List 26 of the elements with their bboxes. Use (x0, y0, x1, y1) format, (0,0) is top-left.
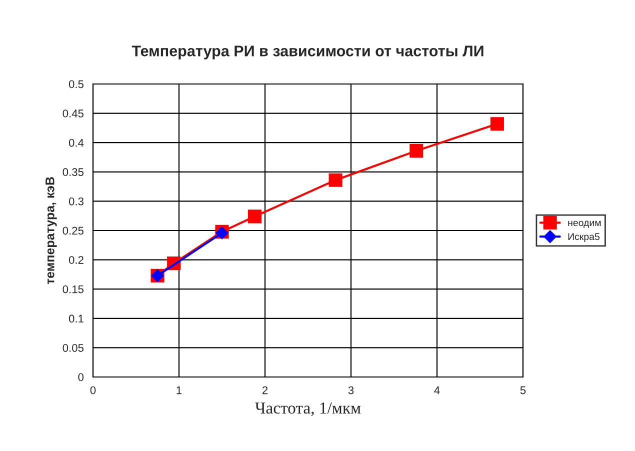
y-axis-title: температура, кэВ (46, 177, 57, 284)
y-tick-label: 0.1 (68, 314, 84, 323)
x-tick-label: 4 (434, 386, 440, 394)
legend-label: неодим (568, 220, 601, 228)
x-tick-label: 0 (90, 386, 96, 394)
y-tick-label: 0.25 (62, 226, 84, 235)
x-tick-label: 1 (176, 386, 182, 394)
y-tick-label: 0.2 (68, 256, 84, 264)
y-tick-label: 0.45 (62, 110, 84, 118)
point (248, 210, 262, 224)
y-tick-label: 0.05 (62, 344, 84, 352)
point (328, 173, 342, 187)
y-tick-label: 0.35 (62, 168, 84, 176)
legend-label: Искра5 (568, 233, 600, 242)
x-axis-title: Частота, 1/мкм (255, 402, 361, 416)
x-tick-label: 3 (348, 386, 354, 394)
y-tick-label: 0.15 (62, 285, 84, 294)
y-tick-label: 0.3 (68, 197, 84, 206)
y-tick-label: 0.5 (68, 80, 84, 88)
x-tick-label: 2 (262, 386, 268, 394)
point (410, 144, 424, 158)
x-tick-label: 5 (520, 386, 526, 394)
point (490, 117, 504, 131)
chart-title: Температура РИ в зависимости от частоты ЛИ (132, 46, 484, 60)
y-tick-label: 0 (78, 373, 84, 382)
y-tick-label: 0.4 (68, 138, 84, 147)
